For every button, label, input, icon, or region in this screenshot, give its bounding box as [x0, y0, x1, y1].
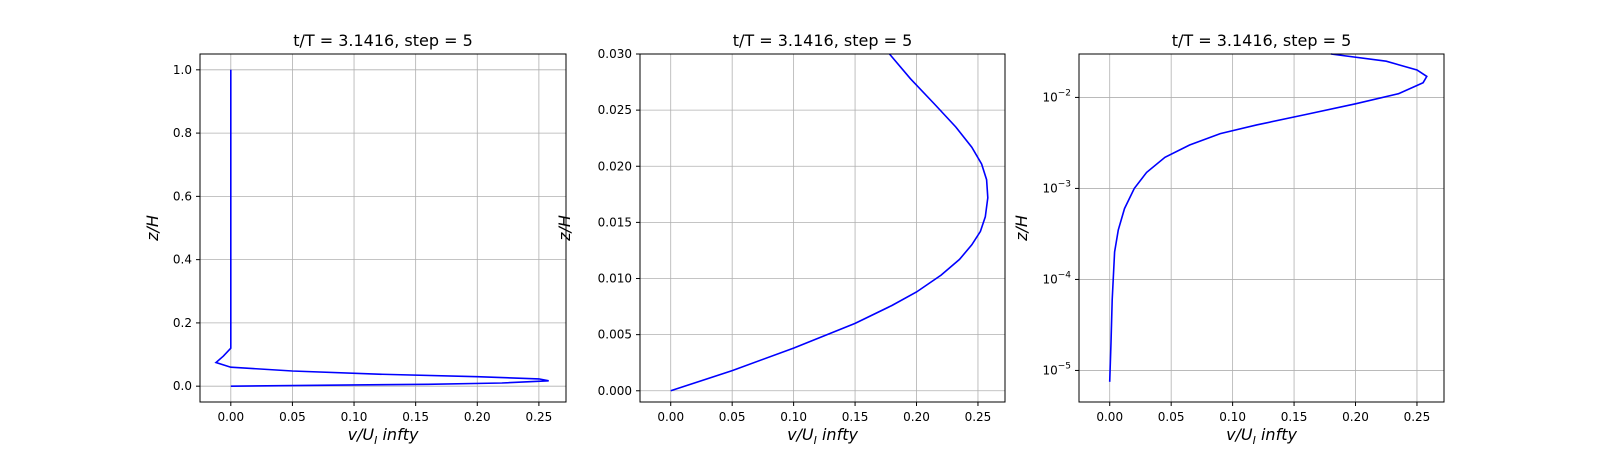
y-tick-label-base: 10 [1042, 363, 1057, 377]
axes-frame [199, 53, 567, 403]
y-tick-label: 0.005 [598, 328, 632, 342]
x-tick-label: 0.15 [1281, 410, 1308, 424]
y-tick-label: 0.8 [173, 126, 192, 140]
y-tick-label-base: 10 [1042, 181, 1057, 195]
y-axis-label: z/H [555, 215, 574, 242]
y-tick-label: 1.0 [173, 63, 192, 77]
y-axis-label: z/H [1012, 215, 1031, 242]
y-tick-label-exponent: −5 [1058, 361, 1071, 371]
x-tick-label: 0.20 [903, 410, 930, 424]
x-tick-label: 0.10 [341, 410, 368, 424]
chart-title: t/T = 3.1416, step = 5 [1172, 31, 1352, 50]
y-tick-label: 10−3 [1042, 179, 1071, 195]
x-tick-label: 0.10 [1219, 410, 1246, 424]
y-tick-label: 0.0 [173, 379, 192, 393]
x-tick-label: 0.00 [217, 410, 244, 424]
x-tick-label: 0.00 [657, 410, 684, 424]
y-tick-label: 0.4 [173, 253, 192, 267]
chart-title: t/T = 3.1416, step = 5 [733, 31, 913, 50]
x-tick-label: 0.05 [719, 410, 746, 424]
series-line [1108, 53, 1428, 382]
x-axis-label: v/UI infty [1226, 425, 1297, 447]
y-tick-label-base: 10 [1042, 90, 1057, 104]
y-tick-label: 10−2 [1042, 88, 1071, 104]
x-tick-label: 0.15 [842, 410, 869, 424]
x-tick-label: 0.20 [464, 410, 491, 424]
y-tick-label: 10−5 [1042, 361, 1071, 377]
y-tick-label: 0.030 [598, 47, 632, 61]
y-tick-label: 0.015 [598, 215, 632, 229]
chart-title: t/T = 3.1416, step = 5 [293, 31, 473, 50]
subplot-linear-full: 0.00 0.05 0.10 0.15 0.20 0.25 0.0 0.2 0.4 0.6 0.8 1… [143, 31, 567, 447]
y-tick-label: 0.025 [598, 103, 632, 117]
x-tick-label: 0.00 [1096, 410, 1123, 424]
x-tick-label: 0.25 [526, 410, 553, 424]
y-tick-label-exponent: −4 [1058, 270, 1072, 280]
x-tick-label: 0.20 [1342, 410, 1369, 424]
subplot-log: 0.00 0.05 0.10 0.15 0.20 0.2510−510−410−310−2… [1012, 31, 1445, 447]
y-tick-label: 0.000 [598, 384, 632, 398]
series-line [670, 53, 989, 392]
y-axis-label: z/H [143, 215, 162, 242]
y-tick-label: 0.6 [173, 189, 192, 203]
axes-frame [1078, 53, 1445, 403]
y-tick-label: 0.010 [598, 272, 632, 286]
x-tick-label: 0.25 [965, 410, 992, 424]
x-tick-label: 0.15 [402, 410, 429, 424]
y-tick-label-base: 10 [1042, 272, 1057, 286]
series-line [214, 69, 549, 387]
x-axis-label: v/UI infty [787, 425, 858, 447]
y-tick-label-exponent: −2 [1058, 88, 1071, 98]
x-tick-label: 0.05 [279, 410, 306, 424]
axes-frame [639, 53, 1006, 403]
y-tick-label: 0.020 [598, 159, 632, 173]
x-tick-label: 0.25 [1404, 410, 1431, 424]
x-tick-label: 0.05 [1158, 410, 1185, 424]
x-tick-label: 0.10 [780, 410, 807, 424]
subplot-linear-zoom: 0.00 0.05 0.10 0.15 0.20 0.25 0.000 0.005 0.010 0… [555, 31, 1006, 447]
y-tick-label: 0.2 [173, 316, 192, 330]
y-tick-label: 10−4 [1042, 270, 1071, 286]
y-tick-label-exponent: −3 [1058, 179, 1071, 189]
x-axis-label: v/UI infty [348, 425, 419, 447]
